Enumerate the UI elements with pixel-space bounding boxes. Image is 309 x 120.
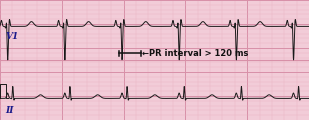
Text: II: II <box>6 106 14 115</box>
Text: ←PR interval > 120 ms: ←PR interval > 120 ms <box>142 49 248 58</box>
Text: V1: V1 <box>6 32 19 41</box>
